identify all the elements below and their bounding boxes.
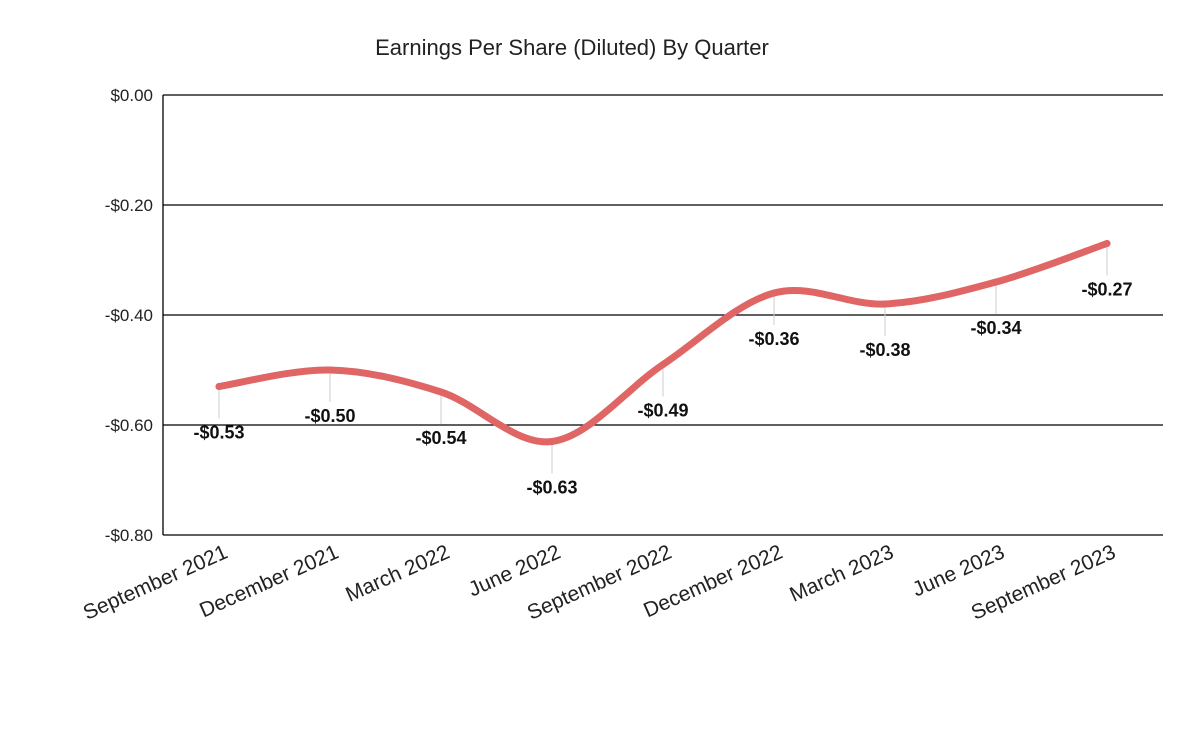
data-label: -$0.34 xyxy=(970,318,1021,338)
series-layer xyxy=(215,240,1111,446)
data-point xyxy=(548,438,556,445)
y-tick-label: -$0.60 xyxy=(105,416,153,435)
data-point xyxy=(992,278,1000,286)
data-point xyxy=(881,300,889,308)
data-label: -$0.36 xyxy=(748,329,799,349)
data-label: -$0.50 xyxy=(304,406,355,426)
data-label: -$0.54 xyxy=(415,428,466,448)
data-point xyxy=(437,388,445,396)
data-label: -$0.38 xyxy=(859,340,910,360)
chart-title: Earnings Per Share (Diluted) By Quarter xyxy=(375,35,769,60)
data-point xyxy=(770,289,778,297)
data-label: -$0.49 xyxy=(637,401,688,421)
y-tick-label: -$0.40 xyxy=(105,306,153,325)
data-label: -$0.27 xyxy=(1081,280,1132,300)
data-labels: -$0.53 -$0.50 -$0.54 -$0.63 -$0.49 -$0.36 -$0.… xyxy=(193,280,1132,498)
x-tick-label: March 2023 xyxy=(786,541,897,607)
y-tick-label: $0.00 xyxy=(110,86,153,105)
y-tick-label: -$0.80 xyxy=(105,526,153,545)
data-point xyxy=(1103,240,1111,247)
y-tick-label: -$0.20 xyxy=(105,196,153,215)
data-label: -$0.53 xyxy=(193,423,244,443)
data-point xyxy=(326,366,334,374)
data-point xyxy=(215,383,223,390)
data-point xyxy=(659,361,667,368)
gridlines xyxy=(162,94,1163,536)
data-label-leaders xyxy=(218,246,1108,474)
x-tick-label: March 2022 xyxy=(342,541,453,607)
y-axis-ticks: $0.00 -$0.20 -$0.40 -$0.60 -$0.80 xyxy=(105,86,153,545)
data-label: -$0.63 xyxy=(526,478,577,498)
